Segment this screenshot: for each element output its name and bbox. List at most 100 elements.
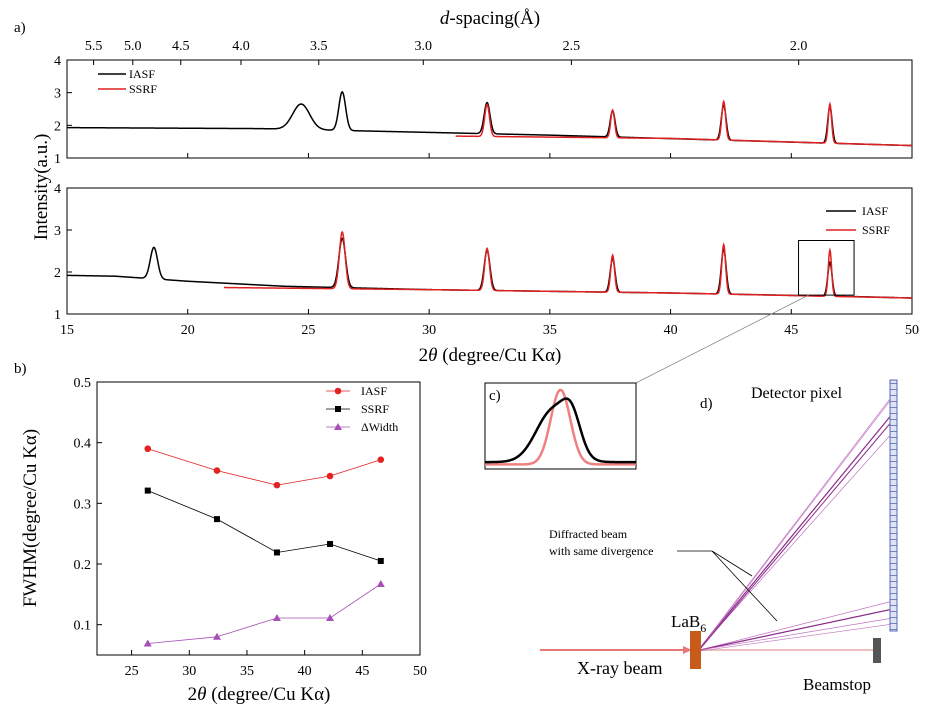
panel-label-a: a) bbox=[14, 20, 26, 36]
bottom-x-tick-label: 40 bbox=[664, 323, 678, 338]
panel-label-c: c) bbox=[489, 388, 501, 404]
b-legend-iasf-marker bbox=[334, 387, 342, 395]
b-ssrf-point bbox=[377, 557, 384, 564]
b-dwidth-point bbox=[376, 580, 385, 588]
zoom-connector-line bbox=[631, 294, 809, 386]
bottom-x-tick-label: 15 bbox=[60, 323, 74, 338]
diffracted-label-line2: with same divergence bbox=[549, 544, 653, 558]
bottom-y-tick-label: 1 bbox=[54, 308, 61, 323]
diffracted-pointer-2 bbox=[711, 550, 753, 577]
b-x-tick-label: 25 bbox=[125, 664, 139, 679]
b-iasf-point bbox=[213, 467, 221, 474]
bottom-x-tick-label: 50 bbox=[905, 323, 919, 338]
b-iasf-point bbox=[273, 481, 281, 489]
b-x-tick-label: 40 bbox=[298, 664, 312, 679]
bottom-x-tick-label: 45 bbox=[784, 323, 798, 338]
b-iasf-point bbox=[377, 456, 385, 463]
b-dwidth-point bbox=[143, 639, 152, 647]
top-y-tick-label: 2 bbox=[54, 119, 61, 134]
bottom-legend: IASF SSRF bbox=[826, 204, 890, 237]
bottom-legend-iasf-label: IASF bbox=[862, 204, 888, 218]
panel-b: 0.1 0.2 0.3 0.4 0.5 25 30 35 40 45 50 IASF SSRF Δ… bbox=[20, 376, 427, 705]
diffracted-rays-lower bbox=[699, 600, 894, 652]
b-y-tick-label: 0.2 bbox=[74, 558, 92, 573]
top-legend-ssrf-label: SSRF bbox=[129, 82, 157, 96]
b-x-axis-title-theta: θ bbox=[197, 684, 206, 705]
b-legend-iasf-label: IASF bbox=[361, 384, 387, 398]
lab6-label-main: LaB bbox=[671, 612, 700, 631]
panel-a-top: d-spacing(Å) 5.5 5.0 4.5 4.0 3.5 3.0 2.5 2.0 1 2… bbox=[54, 8, 913, 167]
b-legend-dwidth-marker bbox=[334, 423, 342, 430]
top-legend: IASF SSRF bbox=[98, 67, 157, 96]
b-x-tick-label: 45 bbox=[355, 664, 369, 679]
b-x-axis-title: 2θ (degree/Cu Kα) bbox=[188, 684, 331, 705]
panel-c: c) bbox=[484, 382, 637, 470]
b-dwidth-point bbox=[272, 613, 281, 621]
ray-upper-edge-1 bbox=[699, 394, 894, 649]
panel-d: d) Detector pixel LaB6 Beamstop X-r bbox=[540, 379, 898, 694]
bottom-x-tick-label: 30 bbox=[422, 323, 436, 338]
xray-beam-arrow-icon bbox=[683, 646, 692, 654]
top-axis-title-rest: -spacing(Å) bbox=[449, 8, 540, 29]
bottom-legend-ssrf-label: SSRF bbox=[862, 223, 890, 237]
beamstop bbox=[873, 638, 881, 663]
c-series-ssrf-line bbox=[485, 388, 636, 466]
b-legend-ssrf-label: SSRF bbox=[361, 402, 389, 416]
b-legend-ssrf-marker bbox=[335, 406, 341, 412]
zoom-box bbox=[798, 240, 855, 296]
b-y-tick-label: 0.5 bbox=[74, 376, 92, 391]
diffracted-label-line1: Diffracted beam bbox=[549, 527, 628, 541]
ray-upper-main-1 bbox=[699, 412, 894, 649]
top-d-tick-label: 4.0 bbox=[232, 39, 250, 54]
diffracted-rays-upper bbox=[699, 394, 894, 650]
top-d-tick-label: 4.5 bbox=[172, 39, 190, 54]
top-y-tick-label: 3 bbox=[54, 87, 61, 102]
bottom-x-tick-label: 35 bbox=[543, 323, 557, 338]
lab6-label: LaB6 bbox=[671, 612, 706, 635]
lab6-sample bbox=[690, 631, 701, 669]
top-y-tick-label: 1 bbox=[54, 152, 61, 167]
b-ssrf-point bbox=[144, 487, 151, 494]
a-x-axis-title-prefix: 2 bbox=[419, 345, 429, 366]
b-ssrf-line bbox=[147, 490, 381, 562]
top-series-ssrf-line bbox=[455, 99, 912, 147]
b-iasf-line bbox=[147, 448, 381, 486]
b-ssrf-point bbox=[327, 540, 334, 547]
panel-c-frame bbox=[484, 382, 637, 470]
ray-upper-edge-3 bbox=[699, 396, 894, 650]
a-x-axis-title-rest: (degree/Cu Kα) bbox=[437, 345, 561, 366]
top-d-tick-label: 5.0 bbox=[124, 39, 142, 54]
lab6-label-sub: 6 bbox=[700, 621, 706, 635]
b-iasf-point bbox=[144, 445, 152, 453]
b-x-ticks: 25 30 35 40 45 50 bbox=[125, 650, 427, 679]
panel-b-frame bbox=[96, 381, 421, 656]
b-x-tick-label: 30 bbox=[182, 664, 196, 679]
top-axis-title: d-spacing(Å) bbox=[440, 8, 540, 29]
b-iasf-point bbox=[326, 472, 334, 480]
b-y-axis-title: FWHM(degree/Cu Kα) bbox=[20, 429, 41, 607]
a-x-axis-title-theta: θ bbox=[428, 345, 437, 366]
b-dwidth-line bbox=[147, 583, 382, 644]
b-y-tick-label: 0.1 bbox=[74, 619, 92, 634]
b-x-axis-title-prefix: 2 bbox=[188, 684, 198, 705]
b-x-tick-label: 50 bbox=[413, 664, 427, 679]
top-d-tick-label: 3.0 bbox=[415, 39, 433, 54]
b-y-ticks: 0.1 0.2 0.3 0.4 0.5 bbox=[74, 376, 102, 634]
bottom-x-tick-label: 25 bbox=[301, 323, 315, 338]
bottom-x-ticks: 15 20 25 30 35 40 45 50 bbox=[60, 309, 919, 338]
panel-label-b: b) bbox=[14, 361, 27, 377]
bottom-x-tick-label: 20 bbox=[181, 323, 195, 338]
panel-a-bottom-frame bbox=[66, 187, 913, 315]
a-x-axis-title: 2θ (degree/Cu Kα) bbox=[419, 345, 562, 366]
top-d-tick-label: 3.5 bbox=[310, 39, 328, 54]
diffracted-pointer-3 bbox=[711, 550, 778, 622]
bottom-y-ticks: 1 2 3 4 bbox=[54, 182, 72, 323]
panel-a-top-frame bbox=[66, 59, 913, 159]
ray-lower-edge-2 bbox=[699, 617, 894, 651]
b-x-tick-label: 35 bbox=[240, 664, 254, 679]
c-series-iasf-line bbox=[485, 397, 636, 464]
b-legend: IASF SSRF ΔWidth bbox=[326, 384, 398, 434]
b-y-tick-label: 0.3 bbox=[74, 497, 92, 512]
